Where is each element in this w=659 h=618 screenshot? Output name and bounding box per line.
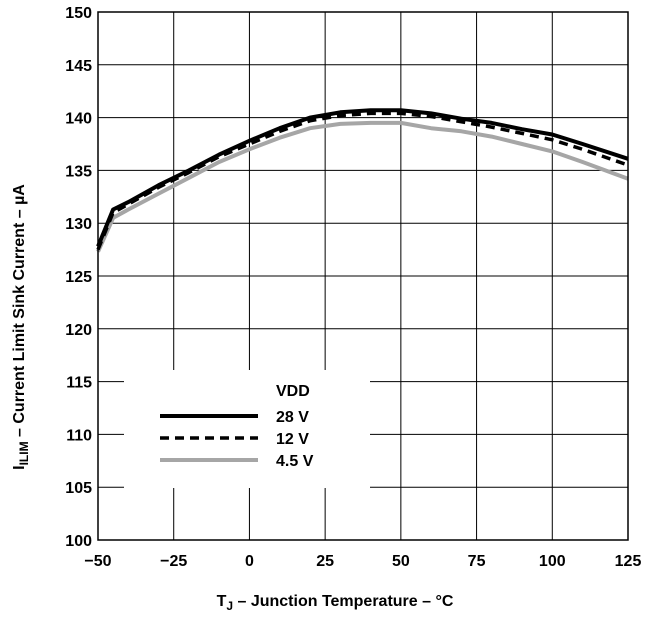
- legend-label-28-v: 28 V: [276, 409, 309, 426]
- y-tick-label: 105: [65, 480, 92, 497]
- x-tick-label: 100: [539, 553, 566, 570]
- x-tick-label: 25: [316, 553, 334, 570]
- x-tick-label: 50: [392, 553, 410, 570]
- y-tick-label: 110: [66, 427, 92, 444]
- x-axis-title-main: T: [217, 593, 227, 610]
- plot-frame: [97, 11, 629, 541]
- x-tick-label: 125: [615, 553, 642, 570]
- legend-label-4-5-v: 4.5 V: [276, 453, 314, 470]
- x-axis-title-rest: – Junction Temperature – °C: [233, 593, 454, 610]
- y-tick-label: 125: [65, 269, 92, 286]
- series-line-4-5-v: [96, 120, 629, 253]
- x-tick-label: −25: [160, 553, 187, 570]
- y-tick-label: 100: [65, 533, 92, 550]
- x-axis-title-subscript: J: [226, 599, 233, 613]
- y-axis-title-rest: – Current Limit Sink Current – µA: [11, 184, 28, 442]
- x-tick-label: −50: [84, 553, 111, 570]
- legend: VDD 28 V 12 V 4.5 V: [124, 370, 370, 488]
- series-line-28-v: [96, 108, 629, 248]
- y-axis-title-main: I: [11, 465, 28, 469]
- y-axis-title: IILIM – Current Limit Sink Current – µA: [11, 184, 31, 470]
- x-tick-label: 0: [245, 553, 254, 570]
- y-axis-title-subscript: ILIM: [17, 441, 31, 465]
- legend-entries: 28 V 12 V 4.5 V: [160, 409, 314, 470]
- series-lines: [96, 108, 629, 253]
- y-tick-label: 140: [65, 111, 92, 128]
- legend-background: [124, 370, 370, 488]
- x-axis-title: TJ – Junction Temperature – °C: [217, 593, 454, 613]
- x-tick-label: 75: [468, 553, 486, 570]
- y-tick-label: 150: [65, 5, 92, 22]
- y-tick-label: 130: [65, 216, 92, 233]
- y-axis-tick-labels: 100 105 110 115 120 125 130 135 140 145 150: [65, 5, 92, 550]
- legend-label-12-v: 12 V: [276, 431, 309, 448]
- y-tick-label: 135: [65, 163, 92, 180]
- legend-title: VDD: [276, 383, 310, 400]
- y-tick-label: 115: [66, 375, 92, 392]
- y-tick-label: 145: [65, 58, 92, 75]
- y-tick-label: 120: [65, 322, 92, 339]
- x-axis-tick-labels: −50 −25 0 25 50 75 100 125: [84, 553, 641, 570]
